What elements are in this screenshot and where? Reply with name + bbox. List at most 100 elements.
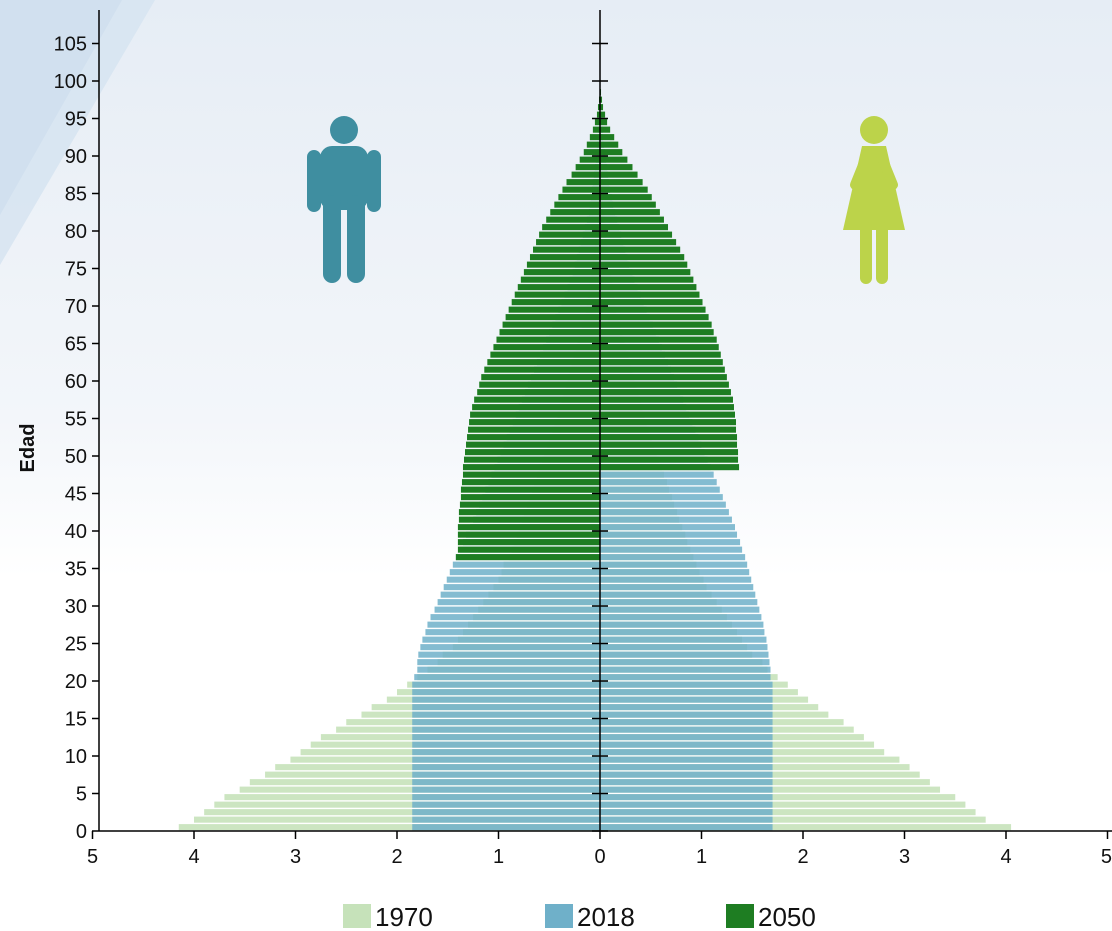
- bar-2018-female-age-31: [600, 591, 756, 598]
- bar-2018-male-age-20: [414, 674, 600, 681]
- bar-2018-female-age-44: [600, 494, 723, 501]
- bar-2018-female-age-25: [600, 636, 767, 643]
- bar-2050-male-age-46: [461, 479, 600, 486]
- legend-label-1970: 1970: [375, 902, 433, 931]
- bar-2050-male-age-45: [460, 486, 600, 493]
- bar-2018-female-age-13: [600, 726, 773, 733]
- bar-2018-female-age-14: [600, 719, 773, 726]
- bar-2018-female-age-2: [600, 809, 773, 816]
- y-tick-label-50: 50: [65, 446, 87, 468]
- legend-label-2050: 2050: [758, 902, 816, 931]
- bar-2018-male-age-14: [412, 719, 601, 726]
- bar-2050-male-age-60: [481, 374, 600, 381]
- bar-2018-female-age-12: [600, 734, 773, 741]
- bar-2018-female-age-7: [600, 771, 773, 778]
- male-person-icon: [307, 116, 381, 283]
- bar-2018-female-age-41: [600, 516, 732, 523]
- bar-2018-male-age-22: [417, 659, 600, 666]
- y-tick-label-15: 15: [65, 709, 87, 731]
- bar-2050-male-age-73: [520, 276, 600, 283]
- bar-2018-female-age-37: [600, 546, 743, 553]
- y-tick-label-25: 25: [65, 634, 87, 656]
- bar-2018-male-age-23: [418, 651, 600, 658]
- bar-2018-female-age-38: [600, 539, 741, 546]
- y-tick-labels: 0 5 10 15 20 25 30 35 40 45 50 55 60 65 70 75 80 85 90 95 10…: [54, 34, 87, 844]
- bar-2050-male-age-80: [542, 224, 600, 231]
- y-tick-label-105: 105: [54, 34, 87, 56]
- bar-2050-female-age-89: [600, 156, 628, 163]
- bar-2018-female-age-39: [600, 531, 738, 538]
- bar-2018-male-age-32: [443, 584, 600, 591]
- bar-2050-male-age-93: [592, 126, 600, 133]
- y-tick-label-75: 75: [65, 259, 87, 281]
- bar-2050-female-age-57: [600, 396, 733, 403]
- bar-2050-female-age-71: [600, 291, 700, 298]
- bar-2050-male-age-85: [562, 186, 600, 193]
- legend-label-2018: 2018: [577, 902, 635, 931]
- bar-2050-male-age-59: [479, 381, 600, 388]
- bar-2018-female-age-4: [600, 794, 773, 801]
- x-tick-label-8: 3: [899, 846, 910, 868]
- bar-1970-female-age-0: [600, 824, 1012, 831]
- bar-2050-female-age-80: [600, 224, 669, 231]
- bar-2018-female-age-15: [600, 711, 773, 718]
- bar-2018-female-age-24: [600, 644, 768, 651]
- bar-2050-male-age-58: [477, 389, 600, 396]
- y-tick-label-40: 40: [65, 521, 87, 543]
- bar-2050-male-age-47: [462, 471, 601, 478]
- bar-2018-female-age-10: [600, 749, 773, 756]
- legend-swatch-2050: [726, 904, 754, 928]
- bar-2050-male-age-43: [459, 501, 600, 508]
- bar-2050-male-age-56: [472, 404, 600, 411]
- bar-2018-male-age-4: [412, 794, 601, 801]
- bar-2018-male-age-1: [412, 816, 601, 823]
- bar-1970-female-age-2: [600, 809, 976, 816]
- bar-2018-female-age-35: [600, 561, 748, 568]
- bar-2018-female-age-46: [600, 479, 717, 486]
- bar-2050-female-age-93: [600, 126, 611, 133]
- y-tick-label-30: 30: [65, 596, 87, 618]
- bar-2050-male-age-42: [458, 509, 600, 516]
- bar-2018-male-age-9: [412, 756, 601, 763]
- bar-2050-female-age-60: [600, 374, 727, 381]
- y-axis-title: Edad: [17, 424, 39, 473]
- bar-2050-male-age-94: [594, 119, 600, 126]
- bar-2050-male-age-39: [457, 531, 600, 538]
- bar-2050-male-age-53: [468, 426, 600, 433]
- bar-2050-male-age-51: [466, 441, 600, 448]
- y-tick-label-55: 55: [65, 409, 87, 431]
- bar-2050-female-age-91: [600, 141, 619, 148]
- bar-2050-male-age-87: [571, 171, 600, 178]
- bar-2050-male-age-72: [517, 284, 600, 291]
- bar-2018-male-age-16: [412, 704, 601, 711]
- bar-2050-male-age-86: [566, 179, 600, 186]
- bar-2050-female-age-96: [600, 104, 604, 111]
- bar-2050-female-age-90: [600, 149, 623, 156]
- bar-2018-male-age-6: [412, 779, 601, 786]
- y-tick-label-90: 90: [65, 146, 87, 168]
- bar-2050-female-age-81: [600, 216, 664, 223]
- bar-2050-male-age-55: [470, 411, 600, 418]
- bar-2018-male-age-0: [412, 824, 601, 831]
- bar-2018-female-age-47: [600, 471, 714, 478]
- bar-2050-female-age-88: [600, 164, 633, 171]
- bar-2050-male-age-66: [499, 329, 600, 336]
- bar-2018-male-age-31: [440, 591, 600, 598]
- bar-2050-female-age-72: [600, 284, 697, 291]
- bar-2050-female-age-52: [600, 434, 738, 441]
- bar-2050-male-age-37: [457, 546, 600, 553]
- series-2050: [455, 89, 740, 561]
- legend-swatch-2018: [545, 904, 573, 928]
- bar-2018-female-age-26: [600, 629, 765, 636]
- bar-2018-female-age-6: [600, 779, 773, 786]
- female-person-icon: [843, 116, 905, 284]
- bar-2018-female-age-0: [600, 824, 773, 831]
- bar-2050-male-age-48: [462, 464, 601, 471]
- bar-2018-female-age-45: [600, 486, 720, 493]
- bar-2050-male-age-52: [467, 434, 600, 441]
- bar-2018-male-age-11: [412, 741, 601, 748]
- bar-2050-male-age-74: [523, 269, 601, 276]
- y-tick-label-100: 100: [54, 71, 87, 93]
- bar-2018-female-age-43: [600, 501, 726, 508]
- bar-2018-male-age-18: [412, 689, 601, 696]
